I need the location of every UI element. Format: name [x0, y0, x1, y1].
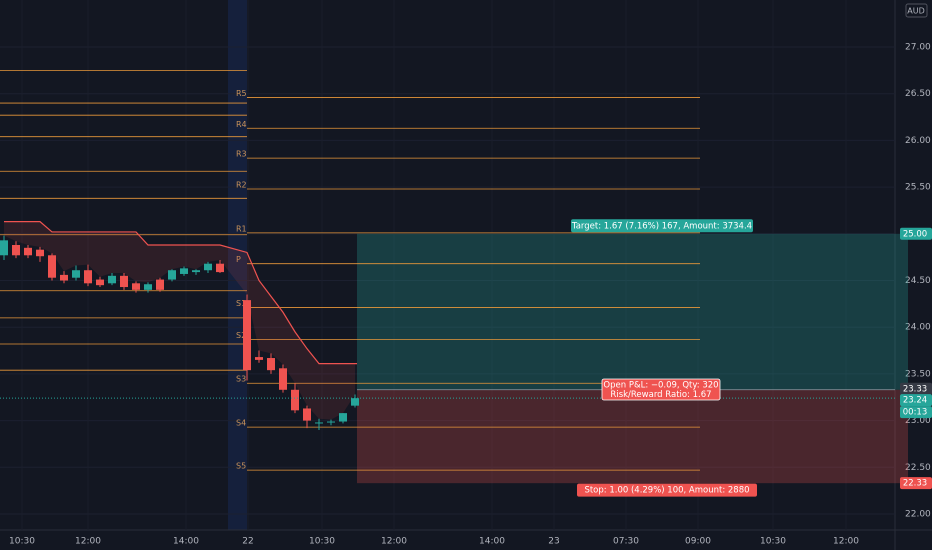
target-label-bg	[571, 219, 753, 233]
stop-label: Stop: 1.00 (4.29%) 100, Amount: 2880	[584, 486, 749, 496]
candle-body	[120, 275, 128, 288]
pivot-label: R3	[236, 150, 247, 159]
x-tick-label: 22	[242, 537, 253, 547]
y-tick-label: 24.00	[905, 323, 931, 333]
pivot-label: R4	[236, 120, 247, 129]
x-tick-label: 14:00	[479, 537, 505, 547]
session-highlight	[228, 0, 247, 530]
y-tick-label: 23.00	[905, 416, 931, 426]
candle-body	[303, 408, 311, 421]
candle-body	[132, 283, 140, 290]
x-tick-label: 10:30	[760, 537, 786, 547]
candle-body	[279, 368, 287, 390]
y-tick-label: 24.50	[905, 276, 931, 286]
y-tick-label: 22.50	[905, 463, 931, 473]
y-tick-label: 23.50	[905, 369, 931, 379]
countdown-tag: 00:13	[903, 408, 928, 418]
countdown-tag-bg	[900, 406, 932, 419]
pivot-label: S1	[236, 299, 246, 308]
loss-zone	[357, 389, 908, 484]
y-tick-label: 22.00	[905, 510, 931, 520]
stop-price-tag: 22.33	[903, 479, 927, 489]
candle-body	[156, 279, 164, 290]
target-price-tag: 25.00	[903, 229, 927, 239]
candle-body	[180, 268, 188, 274]
candle-body	[216, 263, 224, 273]
pivot-label: R1	[236, 224, 247, 233]
candle-body	[108, 275, 116, 284]
pivot-label: S4	[236, 419, 246, 428]
pnl-label: Open P&L: −0.09, Qty: 320	[603, 381, 718, 391]
last-price-tag: 23.24	[903, 396, 927, 406]
x-tick-label: 10:30	[9, 537, 35, 547]
pivot-label: S2	[236, 331, 246, 340]
y-tick-label: 27.00	[905, 43, 931, 53]
candle-body	[255, 357, 263, 360]
pnl-box	[601, 378, 721, 401]
trail-line	[4, 221, 357, 365]
pivot-label: R5	[236, 89, 247, 98]
candle-body	[144, 284, 152, 290]
x-tick-label: 23	[548, 537, 559, 547]
entry-price-tag: 23.33	[903, 384, 927, 394]
candle-body	[168, 270, 176, 280]
entry-price-tag-bg	[900, 382, 932, 395]
candle-body	[48, 255, 56, 278]
x-tick-label: 12:00	[75, 537, 101, 547]
x-tick-label: 09:00	[685, 537, 711, 547]
candle-body	[192, 270, 200, 273]
trail-fill	[4, 221, 355, 420]
candle-body	[96, 279, 104, 286]
x-tick-label: 12:00	[833, 537, 859, 547]
candle-body	[351, 398, 359, 406]
profit-zone	[357, 233, 908, 390]
candle-body	[60, 274, 68, 281]
rr-label: Risk/Reward Ratio: 1.67	[610, 390, 711, 400]
x-tick-label: 12:00	[381, 537, 407, 547]
candle-body	[72, 270, 80, 278]
candle-body	[12, 245, 20, 256]
x-tick-label: 07:30	[613, 537, 639, 547]
candle-body	[315, 422, 323, 424]
candle-body	[327, 421, 335, 423]
candle-body	[36, 249, 44, 257]
x-tick-label: 10:30	[309, 537, 335, 547]
candle-body	[339, 413, 347, 422]
pivot-label: S3	[236, 375, 246, 384]
candle-body	[84, 270, 92, 284]
y-tick-label: 25.50	[905, 183, 931, 193]
x-tick-label: 14:00	[173, 537, 199, 547]
pivot-label: S5	[236, 462, 246, 471]
currency-box	[905, 3, 928, 18]
last-price-tag-bg	[900, 394, 932, 407]
candle-body	[204, 263, 212, 271]
pivot-label: R2	[236, 180, 247, 189]
candle-body	[24, 247, 32, 256]
stop-price-tag-bg	[900, 477, 932, 490]
candle-body	[243, 300, 251, 371]
target-price-tag-bg	[900, 227, 932, 240]
candle-body	[0, 240, 8, 256]
pivot-label: P	[236, 255, 241, 264]
y-tick-label: 26.50	[905, 89, 931, 99]
candle-body	[291, 389, 299, 411]
currency: AUD	[907, 7, 925, 16]
candle-body	[267, 358, 275, 371]
target-label: Target: 1.67 (7.16%) 167, Amount: 3734.4	[571, 221, 752, 231]
y-tick-label: 26.00	[905, 136, 931, 146]
stop-label-bg	[577, 483, 757, 497]
